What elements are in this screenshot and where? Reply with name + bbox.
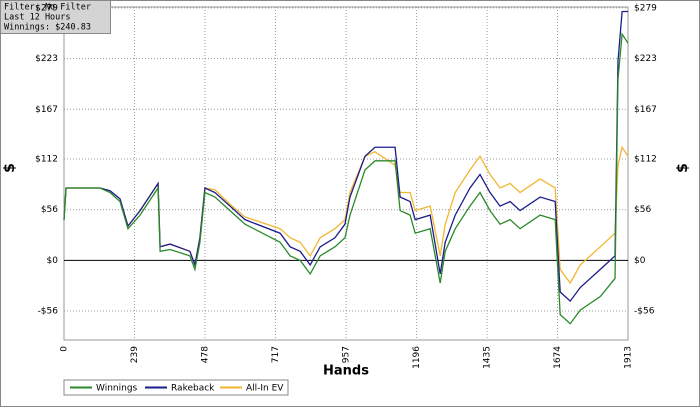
series-line	[63, 32, 629, 325]
y-tick-label: $0	[47, 256, 59, 266]
y2-tick-label: $279	[634, 3, 657, 13]
x-tick-label: 478	[200, 346, 210, 363]
y2-tick-label: $167	[634, 105, 657, 115]
y-tick-label: -$56	[38, 307, 59, 317]
info-winnings: Winnings: $240.83	[4, 23, 91, 33]
y-tick-label: $279	[35, 3, 58, 13]
y2-axis-label: $	[675, 163, 691, 173]
legend-label: Winnings	[96, 384, 138, 394]
info-box	[0, 0, 111, 34]
x-axis-label: Hands	[323, 364, 369, 379]
y2-tick-label: $112	[634, 155, 657, 165]
x-tick-label: 0	[60, 346, 70, 352]
info-filter: Filter: No Filter	[4, 3, 91, 13]
y2-tick-label: $56	[634, 205, 651, 215]
y-tick-label: $56	[41, 205, 58, 215]
plot-area	[63, 6, 629, 341]
x-tick-label: 1435	[483, 346, 493, 369]
x-tick-label: 239	[130, 346, 140, 363]
x-tick-label: 1196	[412, 346, 422, 369]
x-tick-label: 1913	[624, 346, 634, 369]
y-tick-label: $112	[35, 155, 58, 165]
y2-tick-label: $0	[634, 256, 646, 266]
legend	[63, 379, 289, 396]
y-axis-label: $	[2, 163, 18, 173]
legend-label: Rakeback	[171, 384, 215, 394]
x-tick-label: 957	[342, 346, 352, 363]
y2-tick-label: -$56	[634, 307, 655, 317]
legend-label: All-In EV	[246, 384, 284, 394]
info-period: Last 12 Hours	[4, 13, 71, 23]
x-tick-label: 717	[271, 346, 281, 363]
y-tick-label: $167	[35, 105, 58, 115]
y-tick-label: $223	[35, 54, 58, 64]
x-tick-label: 1674	[553, 346, 563, 369]
y2-tick-label: $223	[634, 54, 657, 64]
